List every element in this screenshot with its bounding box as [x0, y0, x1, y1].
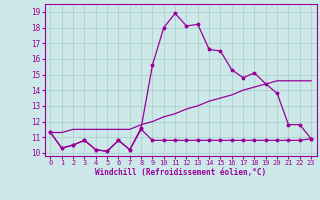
X-axis label: Windchill (Refroidissement éolien,°C): Windchill (Refroidissement éolien,°C) — [95, 168, 266, 177]
